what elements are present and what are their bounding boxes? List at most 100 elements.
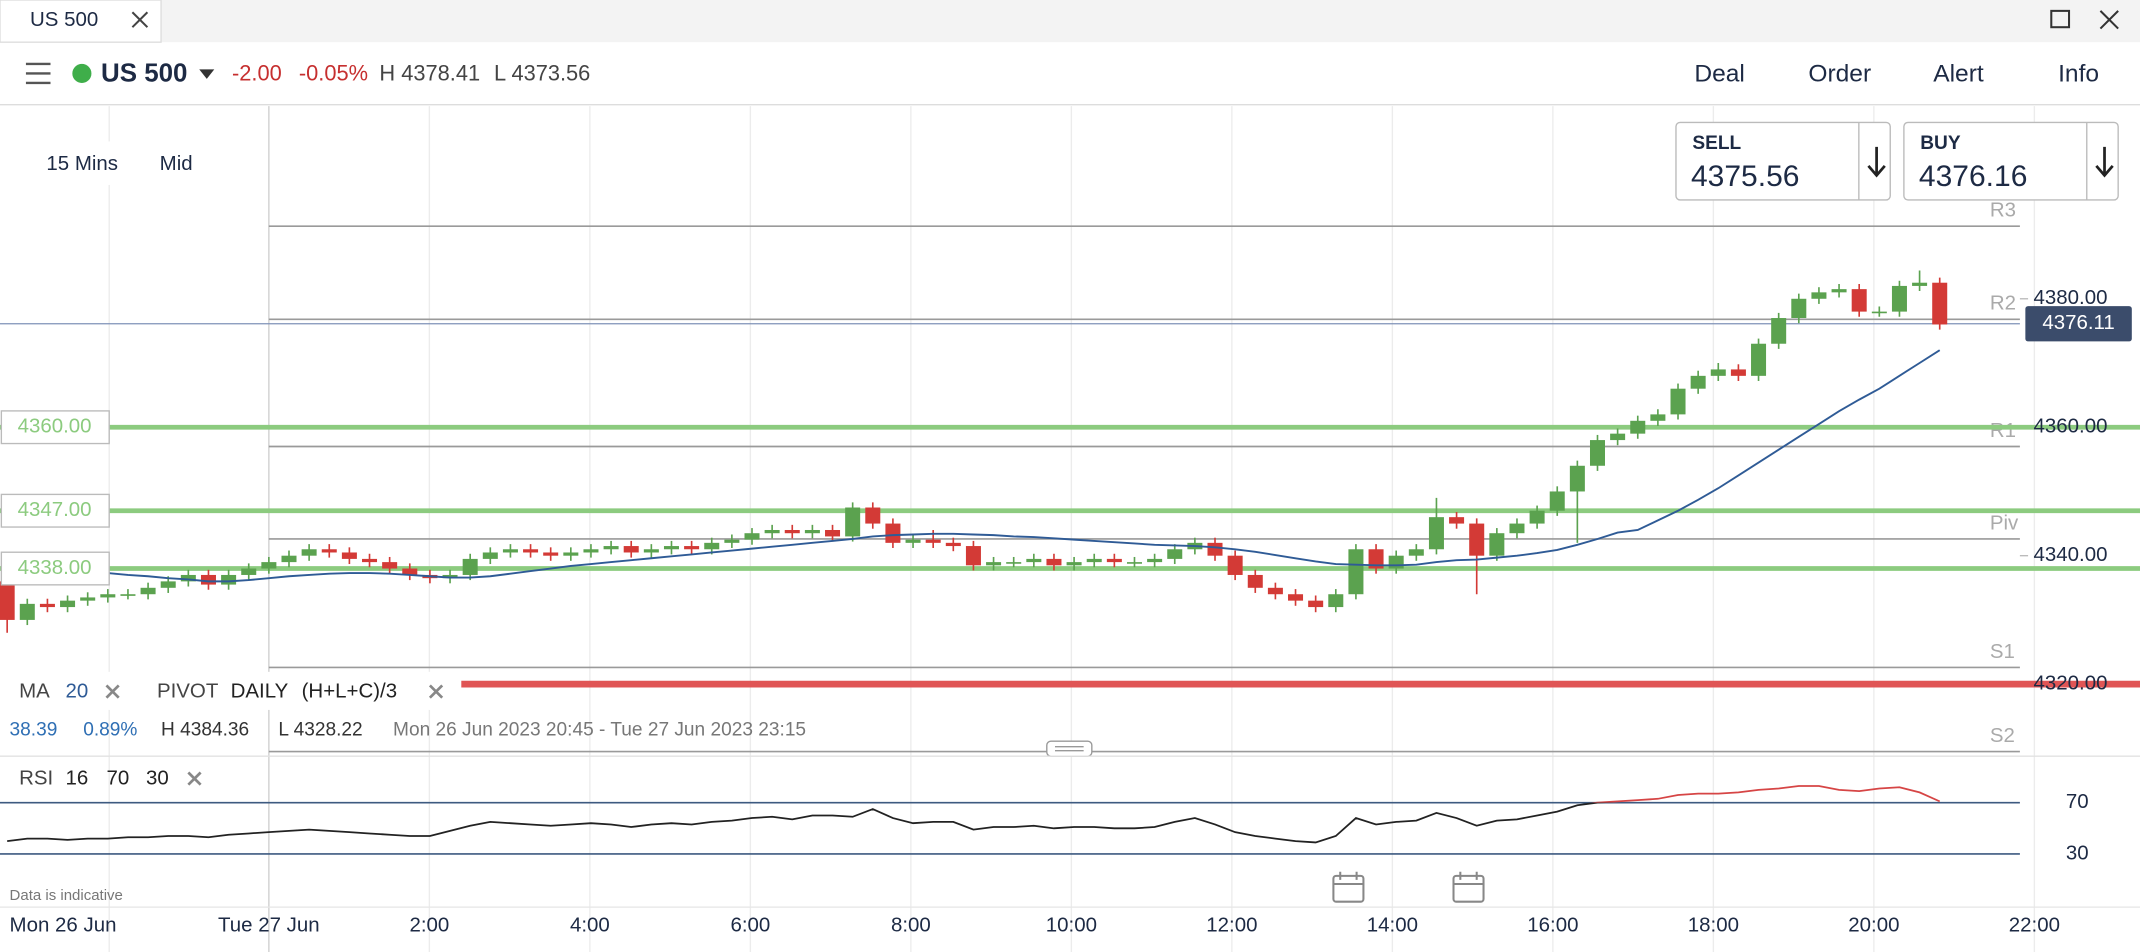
candle-body [764, 529, 780, 534]
candle-body [1428, 517, 1444, 550]
stat-low: L 4328.22 [278, 719, 362, 740]
calendar-icon[interactable] [1332, 874, 1365, 903]
pivot-label: R3 [1990, 200, 2016, 222]
level-box[interactable] [0, 551, 110, 586]
candle-body [1308, 600, 1324, 608]
rsi-lower: 30 [146, 768, 169, 790]
candle-body [1368, 549, 1384, 569]
candle-body [1026, 558, 1042, 563]
x-tick-label: Mon 26 Jun [10, 915, 117, 937]
x-tick-label: 22:00 [2009, 915, 2060, 937]
change: -2.00 [232, 61, 282, 86]
tab-close[interactable] [131, 11, 149, 28]
candle-body [1267, 587, 1283, 595]
candle-body [1388, 555, 1404, 569]
x-tick-label: 14:00 [1367, 915, 1418, 937]
candle-body [1489, 533, 1505, 556]
ma-period: 20 [66, 681, 89, 703]
candle-body [502, 549, 518, 553]
interval[interactable]: 15 Mins [46, 153, 118, 175]
controls-bg [30, 141, 208, 185]
toolbar-button[interactable]: Order [1808, 60, 1871, 87]
candle-body [1610, 433, 1626, 441]
candle-body [200, 574, 216, 585]
rsi-upper: 70 [106, 768, 129, 790]
candle-body [865, 507, 881, 524]
toolbar-button[interactable]: Info [2058, 60, 2099, 87]
ma-remove[interactable] [105, 684, 120, 699]
market[interactable]: US 500 [101, 60, 187, 88]
candle-body [1630, 420, 1646, 434]
candle-body [261, 562, 277, 569]
menu[interactable] [25, 62, 51, 85]
sell-box[interactable]: SELL 4375.56 [1675, 121, 1891, 201]
candle-body [1670, 388, 1686, 415]
candle-body [603, 546, 619, 550]
candle-body [845, 507, 861, 537]
candle-body [1086, 558, 1102, 563]
buy-box[interactable]: BUY 4376.16 [1903, 121, 2119, 201]
candle-body [1589, 440, 1605, 466]
candle-body [1710, 369, 1726, 376]
candle-body [281, 555, 297, 563]
candle-body [523, 549, 539, 553]
rsi-line-overbought [1590, 785, 1941, 803]
candle-body [180, 574, 196, 582]
candle-body [623, 546, 639, 553]
event-icon[interactable] [1332, 871, 1365, 903]
candle-body [140, 587, 156, 595]
candle-body [19, 603, 35, 620]
x-tick-label: Tue 27 Jun [218, 915, 320, 937]
pivot-label: PIVOT [157, 681, 218, 703]
pivot-period: DAILY [231, 681, 289, 703]
x-tick-label: 12:00 [1206, 915, 1257, 937]
candle-body [120, 594, 136, 596]
legend-bg [0, 671, 462, 710]
candle-body [1871, 311, 1887, 314]
price-type[interactable]: Mid [160, 153, 193, 175]
close[interactable] [2099, 10, 2119, 30]
candle-body [825, 529, 841, 537]
candle-body [925, 539, 941, 543]
candle-body [1791, 298, 1807, 319]
candle-body [362, 558, 378, 563]
buy-label: BUY [1920, 133, 1961, 154]
status-dot [72, 63, 92, 83]
buy-frame[interactable] [1903, 121, 2119, 201]
candle-body [1408, 549, 1424, 556]
candle-body [1288, 594, 1304, 601]
level-box[interactable] [0, 410, 110, 445]
candle-body [1207, 542, 1223, 556]
pivot-remove[interactable] [428, 684, 444, 699]
toolbar-button[interactable]: Deal [1694, 60, 1745, 87]
tab-title: US 500 [30, 9, 98, 31]
sell-price: 4375.56 [1691, 160, 1800, 193]
calendar-icon-detail [1453, 871, 1484, 886]
sell-frame[interactable] [1675, 121, 1891, 201]
candle-body [462, 558, 478, 575]
panel-resize[interactable] [1046, 740, 1093, 757]
panel-resize-grip [1054, 745, 1084, 752]
candle-body [905, 539, 921, 543]
maximize[interactable] [2050, 9, 2071, 29]
rsi-line [7, 802, 1612, 844]
stat-range: Mon 26 Jun 2023 20:45 - Tue 27 Jun 2023 … [393, 719, 806, 740]
tab-bar [0, 0, 2140, 43]
candle-body [241, 568, 257, 575]
market-dropdown[interactable] [199, 69, 215, 79]
candle-body [80, 597, 96, 601]
ma-line [7, 349, 1941, 583]
change-pct: -0.05% [299, 61, 368, 86]
candle-body [1912, 282, 1928, 286]
rsi-remove[interactable] [187, 771, 202, 786]
tab[interactable] [0, 0, 162, 43]
event-icon[interactable] [1452, 871, 1485, 903]
pivot-label: S2 [1990, 725, 2015, 747]
footer-note: Data is indicative [10, 887, 123, 904]
toolbar-button[interactable]: Alert [1933, 60, 1984, 87]
candle-body [1167, 549, 1183, 559]
calendar-icon[interactable] [1452, 874, 1485, 903]
candle-body [1227, 555, 1243, 575]
level-box[interactable] [0, 493, 110, 528]
x-tick-label: 2:00 [409, 915, 449, 937]
